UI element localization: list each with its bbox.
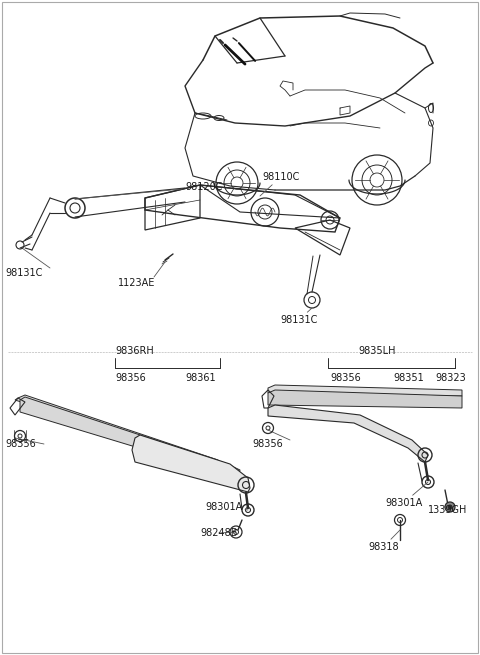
Polygon shape [20,397,240,478]
Text: 98361: 98361 [185,373,216,383]
Text: 98356: 98356 [115,373,146,383]
Text: 98120C: 98120C [75,182,223,199]
Text: 98323: 98323 [435,373,466,383]
Circle shape [448,505,452,509]
Text: 1339GH: 1339GH [428,505,468,515]
Text: 98318: 98318 [368,530,400,552]
Text: 98248B: 98248B [200,528,238,538]
Text: 98356: 98356 [330,373,361,383]
Polygon shape [268,405,428,462]
Circle shape [445,502,455,512]
Text: 98356: 98356 [5,439,36,449]
Text: 98356: 98356 [252,439,283,449]
Text: 98351: 98351 [393,373,424,383]
Text: 98131C: 98131C [280,308,317,325]
Polygon shape [15,395,218,464]
Text: 1123AE: 1123AE [118,278,156,288]
Text: 98301A: 98301A [205,502,248,512]
Polygon shape [132,435,250,492]
Text: 98131C: 98131C [5,268,42,278]
Polygon shape [268,390,462,408]
Text: 9835LH: 9835LH [358,346,396,356]
Text: 9836RH: 9836RH [115,346,154,356]
Polygon shape [268,385,462,396]
Text: 98110C: 98110C [260,172,300,196]
Text: 98301A: 98301A [385,482,428,508]
